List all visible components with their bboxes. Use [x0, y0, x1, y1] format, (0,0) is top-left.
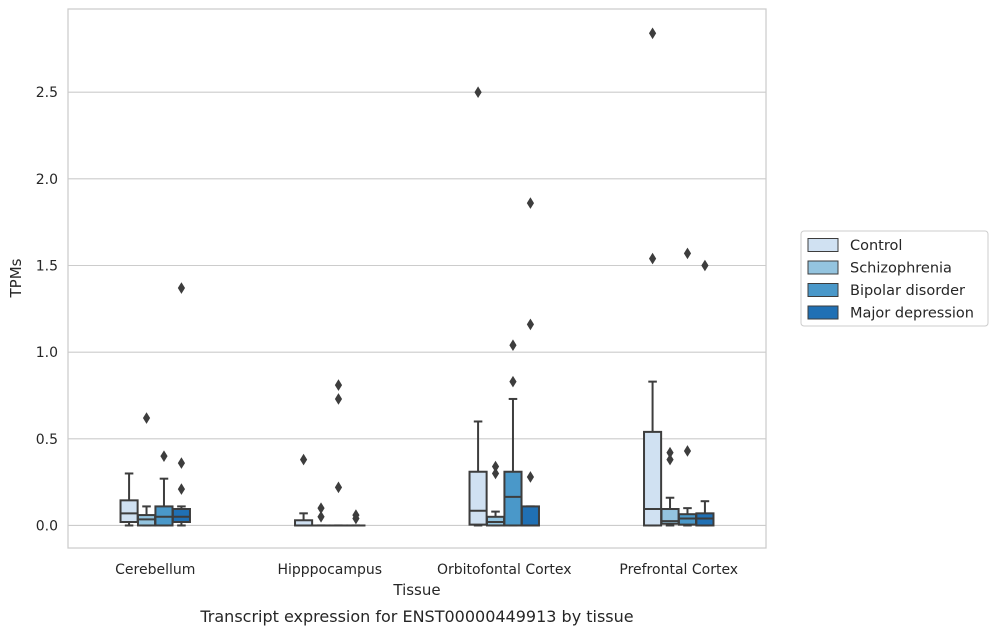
- legend-label: Bipolar disorder: [850, 283, 965, 299]
- outlier-point: [509, 339, 517, 352]
- box-orbitofontal-cortex-control: [468, 86, 488, 527]
- outlier-point: [701, 259, 709, 272]
- outlier-point: [334, 393, 343, 405]
- x-tick-label: Prefrontal Cortex: [619, 562, 738, 578]
- legend-swatch: [807, 283, 839, 297]
- outlier-point: [160, 450, 168, 462]
- outlier-point: [666, 446, 674, 459]
- outlier-point: [683, 247, 692, 260]
- outlier-point: [648, 252, 657, 265]
- outlier-point: [666, 453, 674, 466]
- x-tick-label: Cerebellum: [115, 562, 195, 578]
- box-groups: [119, 27, 715, 527]
- box-cerebellum-bipolar-disorder: [154, 450, 174, 527]
- box-orbitofontal-cortex-schizophrenia: [485, 460, 506, 527]
- x-tick-labels: Cerebellum Hipppocampus Orbitofontal Corte…: [115, 562, 738, 578]
- outlier-point: [142, 412, 151, 424]
- x-tick-label: Hipppocampus: [277, 562, 382, 578]
- box-prefrontal-cortex-schizophrenia: [660, 446, 680, 527]
- outlier-point: [491, 460, 500, 473]
- y-tick-label: 0.5: [36, 432, 58, 448]
- outlier-point: [526, 471, 535, 483]
- outlier-point: [526, 318, 535, 331]
- outlier-point: [683, 445, 692, 457]
- y-tick-label: 2.0: [36, 172, 58, 188]
- legend-label: Schizophrenia: [850, 261, 952, 277]
- y-axis-label: TPMs: [7, 258, 25, 298]
- y-tick-label: 0.0: [36, 518, 58, 534]
- chart-caption: Transcript expression for ENST0000044991…: [199, 607, 633, 626]
- x-axis-label: Tissue: [392, 581, 440, 599]
- x-tick-label: Orbitofontal Cortex: [437, 562, 572, 578]
- box-prefrontal-cortex-control: [643, 27, 663, 527]
- outlier-point: [334, 379, 343, 391]
- box-hipppocampus-schizophrenia: [311, 502, 331, 527]
- outlier-point: [299, 453, 308, 466]
- iqr-box: [119, 499, 139, 524]
- legend-frame: [800, 230, 989, 327]
- box-cerebellum-control: [119, 472, 139, 527]
- legend-swatch: [807, 260, 839, 275]
- iqr-box: [171, 508, 191, 524]
- outlier-point: [491, 467, 500, 480]
- outlier-point: [352, 509, 360, 521]
- legend: Control Schizophrenia Bipolar disorder Majo…: [800, 230, 989, 327]
- outlier-point: [177, 483, 186, 495]
- box-hipppocampus-major-depression: [346, 509, 366, 527]
- box-prefrontal-cortex-major-depression: [695, 259, 715, 527]
- legend-swatch: [807, 238, 839, 252]
- box-orbitofontal-cortex-major-depression: [520, 197, 540, 527]
- outlier-point: [317, 502, 325, 514]
- box-cerebellum-major-depression: [171, 282, 191, 527]
- box-orbitofontal-cortex-bipolar-disorder: [503, 339, 523, 527]
- iqr-box: [468, 470, 488, 526]
- outlier-point: [648, 27, 657, 40]
- plot-frame: [67, 8, 767, 549]
- iqr-box: [503, 470, 523, 527]
- y-tick-labels: 0.0 0.5 1.0 1.5 2.0 2.5: [36, 85, 58, 534]
- y-tick-label: 2.5: [36, 85, 58, 101]
- iqr-box: [643, 430, 663, 527]
- y-tick-label: 1.0: [36, 345, 58, 361]
- outlier-point: [526, 197, 535, 209]
- legend-label: Control: [850, 238, 902, 254]
- box-hipppocampus-control: [294, 453, 314, 527]
- box-prefrontal-cortex-bipolar-disorder: [677, 247, 698, 527]
- y-tick-label: 1.5: [36, 259, 58, 275]
- legend-label: Major depression: [850, 306, 974, 322]
- outlier-point: [317, 511, 325, 523]
- iqr-box: [520, 505, 540, 527]
- outlier-point: [474, 86, 482, 98]
- outlier-point: [334, 481, 343, 494]
- outlier-point: [177, 282, 186, 294]
- legend-swatch: [807, 305, 839, 320]
- outlier-point: [509, 375, 517, 388]
- outlier-point: [177, 457, 186, 469]
